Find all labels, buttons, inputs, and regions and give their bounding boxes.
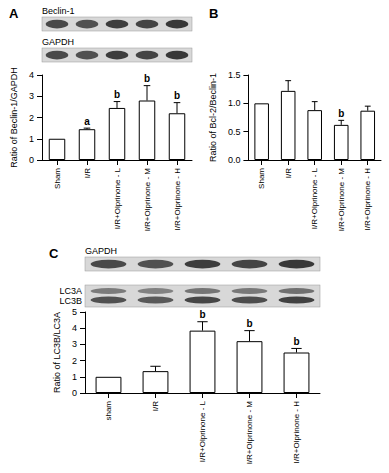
svg-text:4: 4: [29, 70, 34, 80]
svg-text:GAPDH: GAPDH: [85, 246, 117, 256]
svg-text:Ratio of Beclin-1/GAPDH: Ratio of Beclin-1/GAPDH: [9, 67, 19, 168]
svg-text:I/R+Olprinone - H: I/R+Olprinone - H: [363, 168, 372, 231]
svg-text:a: a: [84, 116, 90, 127]
svg-text:C: C: [49, 246, 59, 261]
svg-text:I/R+Olprinone - L: I/R+Olprinone - L: [113, 167, 122, 229]
svg-text:I/R+Olprinone - L: I/R+Olprinone - L: [198, 400, 207, 462]
svg-text:LC3B: LC3B: [59, 296, 82, 306]
svg-text:I/R: I/R: [151, 401, 160, 411]
svg-text:b: b: [174, 90, 180, 101]
svg-text:0.5: 0.5: [228, 127, 241, 137]
svg-text:I/R+Olprinone - L: I/R+Olprinone - L: [310, 167, 319, 229]
svg-text:LC3A: LC3A: [59, 286, 82, 296]
svg-text:I/R: I/R: [83, 168, 92, 178]
svg-text:I/R+Olprinone - M: I/R+Olprinone - M: [143, 168, 152, 232]
svg-text:3: 3: [29, 91, 34, 101]
svg-text:Ratio of LC3B/LC3A: Ratio of LC3B/LC3A: [52, 312, 62, 393]
svg-text:Sham: Sham: [53, 168, 62, 189]
svg-text:Sham: Sham: [257, 168, 266, 189]
svg-text:1.0: 1.0: [228, 98, 241, 108]
svg-text:I/R+Olprinone - H: I/R+Olprinone - H: [173, 168, 182, 231]
svg-text:0.0: 0.0: [228, 155, 241, 165]
svg-text:0: 0: [29, 155, 34, 165]
svg-text:1: 1: [29, 134, 34, 144]
svg-text:I/R+Olprinone - M: I/R+Olprinone - M: [337, 168, 346, 232]
svg-text:I/R+Olprinone - H: I/R+Olprinone - H: [292, 401, 301, 464]
svg-text:2: 2: [29, 113, 34, 123]
svg-text:A: A: [9, 6, 19, 21]
svg-text:I/R: I/R: [284, 168, 293, 178]
svg-text:b: b: [114, 89, 120, 100]
svg-text:4: 4: [72, 323, 77, 333]
svg-text:2: 2: [72, 356, 77, 366]
svg-text:sham: sham: [104, 401, 113, 421]
svg-text:Ratio of Bcl-2/Beclin-1: Ratio of Bcl-2/Beclin-1: [208, 73, 218, 162]
svg-text:1: 1: [72, 372, 77, 382]
svg-text:GAPDH: GAPDH: [42, 37, 74, 47]
svg-text:b: b: [144, 73, 150, 84]
svg-text:b: b: [338, 108, 344, 119]
svg-text:B: B: [209, 6, 218, 21]
svg-text:1.5: 1.5: [228, 70, 241, 80]
svg-text:b: b: [199, 309, 205, 320]
svg-text:b: b: [293, 336, 299, 347]
svg-text:5: 5: [72, 307, 77, 317]
svg-text:Beclin-1: Beclin-1: [42, 6, 75, 16]
svg-text:I/R+Olprinone - M: I/R+Olprinone - M: [245, 401, 254, 465]
svg-text:3: 3: [72, 339, 77, 349]
svg-text:0: 0: [72, 388, 77, 398]
svg-text:b: b: [246, 318, 252, 329]
